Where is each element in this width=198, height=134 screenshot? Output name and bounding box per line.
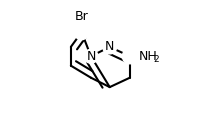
Text: N: N xyxy=(105,40,114,53)
Circle shape xyxy=(103,40,117,54)
Circle shape xyxy=(84,49,98,63)
Text: NH: NH xyxy=(139,50,158,63)
Text: Br: Br xyxy=(75,10,89,23)
Text: 2: 2 xyxy=(153,55,159,64)
Text: N: N xyxy=(86,50,96,63)
Circle shape xyxy=(74,25,89,40)
Circle shape xyxy=(122,49,137,64)
